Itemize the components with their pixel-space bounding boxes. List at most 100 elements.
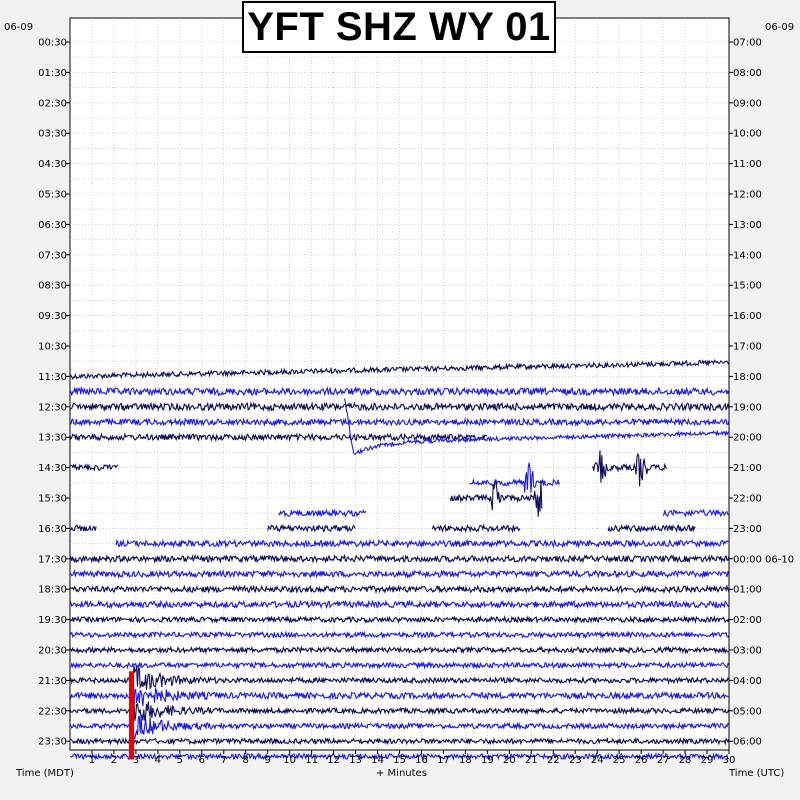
- trace-line: [69, 751, 729, 761]
- right-tick-label: 22:00: [733, 494, 762, 505]
- x-tick-label: 7: [221, 755, 227, 766]
- right-tick-label: 03:00: [733, 646, 762, 657]
- left-tick-label: 22:30: [38, 706, 67, 717]
- right-tick-label: 05:00: [733, 706, 762, 717]
- left-tick-label: 20:30: [38, 646, 67, 657]
- left-tick-label: 18:30: [38, 585, 67, 596]
- right-tick-label: 13:00: [733, 220, 762, 231]
- trace-line: [469, 462, 561, 493]
- left-date-label: 06-09: [4, 22, 34, 33]
- right-tick-label: 02:00: [733, 615, 762, 626]
- right-tick-label: 06:00: [733, 737, 762, 748]
- left-axis-label: Time (MDT): [16, 768, 74, 779]
- right-tick-label: 20:00: [733, 433, 762, 444]
- left-tick-label: 07:30: [38, 250, 67, 261]
- x-tick-label: 1: [89, 755, 95, 766]
- trace-line: [267, 523, 356, 533]
- left-tick-label: 05:30: [38, 190, 67, 201]
- right-tick-label: 18:00: [733, 372, 762, 383]
- x-tick-label: 29: [701, 755, 714, 766]
- trace-line: [69, 665, 730, 690]
- trace-line: [592, 450, 668, 487]
- x-tick-label: 5: [177, 755, 183, 766]
- right-tick-label: 09:00: [733, 98, 762, 109]
- trace-line: [607, 524, 696, 533]
- right-tick-label: 21:00: [733, 463, 762, 474]
- left-tick-label: 03:30: [38, 129, 67, 140]
- trace-line: [344, 398, 730, 455]
- right-tick-label: 19:00: [733, 402, 762, 413]
- x-tick-label: 17: [437, 755, 450, 766]
- right-tick-label: 04:00: [733, 676, 762, 687]
- x-axis-ticks: 1 2 3 4 5 6 7 8 9 10 11 12 13 14 15 16 17 18 19 20 21 22 23 24 2…: [89, 750, 736, 766]
- event-marker: [129, 671, 135, 760]
- trace-line: [69, 660, 730, 670]
- left-tick-label: 08:30: [38, 281, 67, 292]
- x-tick-label: 21: [525, 755, 538, 766]
- trace-line: [662, 508, 729, 518]
- left-tick-label: 00:30: [38, 38, 67, 49]
- x-tick-label: 12: [327, 755, 340, 766]
- x-axis-label: + Minutes: [376, 768, 427, 779]
- x-tick-label: 6: [199, 755, 205, 766]
- trace-line: [69, 599, 730, 610]
- right-tick-label: 14:00: [733, 250, 762, 261]
- x-tick-label: 16: [415, 755, 428, 766]
- right-tick-label: 17:00: [733, 342, 762, 353]
- trace-line: [69, 463, 119, 472]
- right-tick-label: 11:00: [733, 159, 762, 170]
- right-tick-label: 00:00 06-10: [733, 554, 794, 565]
- right-tick-label: 10:00: [733, 129, 762, 140]
- left-tick-label: 10:30: [38, 342, 67, 353]
- left-tick-label: 23:30: [38, 737, 67, 748]
- right-tick-label: 08:00: [733, 68, 762, 79]
- trace-line: [69, 416, 730, 428]
- left-tick-label: 14:30: [38, 463, 67, 474]
- x-tick-label: 4: [155, 755, 161, 766]
- grid-lines: [70, 18, 729, 757]
- x-tick-label: 26: [635, 755, 648, 766]
- x-tick-label: 2: [111, 755, 117, 766]
- trace-line: [69, 714, 730, 741]
- chart-title: YFT SHZ WY 01: [247, 4, 551, 49]
- trace-line: [70, 401, 730, 413]
- x-tick-label: 20: [503, 755, 516, 766]
- trace-line: [69, 584, 730, 595]
- x-tick-label: 19: [481, 755, 494, 766]
- right-tick-label: 07:00: [733, 38, 762, 49]
- left-tick-label: 15:30: [38, 494, 67, 505]
- x-tick-label: 18: [459, 755, 472, 766]
- trace-line: [115, 538, 729, 549]
- trace-line: [431, 523, 521, 534]
- left-tick-label: 06:30: [38, 220, 67, 231]
- trace-line: [69, 615, 730, 625]
- x-tick-label: 14: [371, 755, 384, 766]
- left-tick-label: 01:30: [38, 68, 67, 79]
- right-tick-label: 01:00: [733, 585, 762, 596]
- right-tick-label: 12:00: [733, 190, 762, 201]
- right-axis-label: Time (UTC): [729, 768, 785, 779]
- x-tick-label: 9: [265, 755, 271, 766]
- left-axis-ticks: 00:30 01:30 02:30 03:30 04:30 05:30 06:30 07:30…: [38, 38, 70, 748]
- left-tick-label: 09:30: [38, 311, 67, 322]
- right-date-label: 06-09: [765, 22, 795, 33]
- left-tick-label: 02:30: [38, 98, 67, 109]
- right-tick-label: 23:00: [733, 524, 762, 535]
- x-tick-label: 23: [569, 755, 582, 766]
- x-tick-label: 11: [305, 755, 318, 766]
- trace-line: [69, 553, 730, 564]
- x-tick-label: 22: [547, 755, 560, 766]
- x-tick-label: 3: [133, 755, 139, 766]
- trace-line: [69, 569, 730, 579]
- x-tick-label: 15: [393, 755, 406, 766]
- x-tick-label: 10: [283, 755, 296, 766]
- x-tick-label: 30: [723, 755, 736, 766]
- trace-line: [69, 630, 730, 640]
- x-tick-label: 24: [591, 755, 604, 766]
- right-tick-label: 15:00: [733, 281, 762, 292]
- seismic-traces: [69, 359, 730, 761]
- left-tick-label: 21:30: [38, 676, 67, 687]
- x-tick-label: 25: [613, 755, 626, 766]
- trace-line: [69, 645, 730, 655]
